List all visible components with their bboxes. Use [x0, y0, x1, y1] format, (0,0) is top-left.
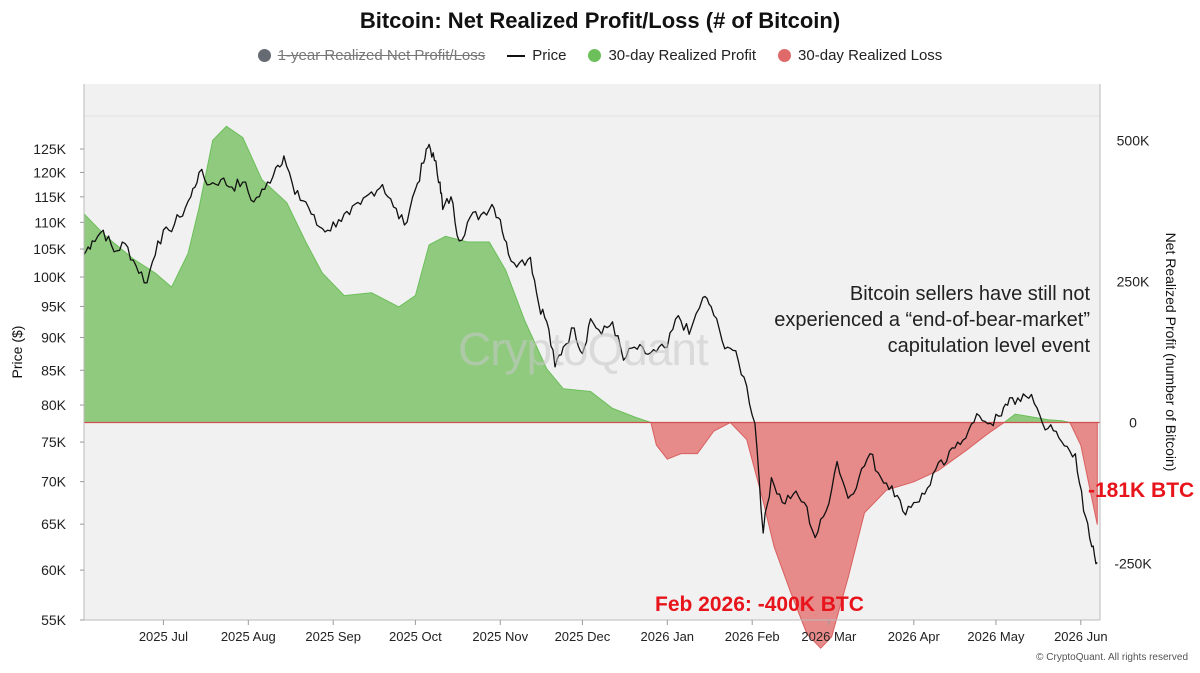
legend-label: 30-day Realized Loss [798, 47, 943, 64]
annotation-text: Bitcoin sellers have still not experienc… [774, 283, 1090, 357]
legend-label: 30-day Realized Profit [608, 47, 757, 64]
legend-swatch-dot [257, 49, 271, 62]
y-tick-label: 95K [41, 298, 67, 314]
legend-item-1-year-realized-net-profit-loss[interactable]: 1-year Realized Net Profit/Loss [257, 47, 486, 64]
x-tick-label: 2026 May [967, 629, 1025, 644]
y-tick-label: 65K [41, 516, 67, 532]
x-tick-label: 2026 Jan [641, 629, 695, 644]
y2-axis-title: Net Realized Profit (number of Bitcoin) [1163, 233, 1179, 472]
y-tick-label: 115K [34, 189, 66, 205]
x-tick-label: 2025 Oct [389, 629, 442, 644]
x-tick-label: 2026 Jun [1054, 629, 1108, 644]
price-layer [83, 143, 1098, 565]
y-tick-label: 60K [41, 562, 67, 578]
y-tick-label: 105K [33, 241, 66, 257]
y-axis-title: Price ($) [9, 326, 25, 379]
legend-swatch-line [507, 54, 526, 57]
y2-tick-label: -250K [1114, 556, 1152, 572]
callout-feb-low: Feb 2026: -400K BTC [655, 593, 864, 616]
legend-label: 1-year Realized Net Profit/Loss [277, 47, 486, 64]
y-tick-label: 90K [41, 329, 67, 345]
copyright: © CryptoQuant. All rights reserved [1036, 652, 1188, 663]
x-tick-label: 2025 Sep [305, 629, 361, 644]
x-tick-label: 2026 Apr [888, 629, 941, 644]
y-tick-label: 80K [41, 397, 67, 413]
legend-label: Price [532, 47, 567, 64]
y-tick-label: 125K [33, 141, 66, 157]
y-tick-label: 120K [33, 164, 66, 180]
y-tick-label: 70K [41, 474, 67, 490]
watermark: CryptoQuant [458, 323, 709, 375]
chart-title: Bitcoin: Net Realized Profit/Loss (# of … [359, 8, 841, 33]
loss-area [650, 421, 1098, 649]
x-tick-label: 2025 Dec [555, 629, 611, 644]
y-tick-label: 85K [41, 362, 67, 378]
y-tick-label: 55K [41, 612, 67, 628]
area-layer [83, 125, 1100, 649]
y2-tick-label: 500K [1117, 132, 1150, 148]
x-tick-label: 2026 Mar [801, 629, 857, 644]
legend-swatch-dot [588, 49, 602, 62]
y2-tick-label: 0 [1129, 415, 1137, 431]
y-tick-label: 75K [41, 434, 67, 450]
x-tick-label: 2025 Nov [472, 629, 528, 644]
legend-item-30-day-realized-loss[interactable]: 30-day Realized Loss [778, 47, 942, 64]
y-tick-label: 100K [33, 269, 66, 285]
legend: 1-year Realized Net Profit/Loss Price 30… [0, 47, 1200, 64]
legend-swatch-dot [778, 49, 792, 62]
axes-layer: 55K 60K 65K 70K 75K 80K 85K 90K 95K 100K 105K 110K 1… [33, 132, 1152, 644]
y2-tick-label: 250K [1117, 273, 1150, 289]
legend-item-30-day-realized-profit[interactable]: 30-day Realized Profit [588, 47, 756, 64]
x-tick-label: 2025 Aug [221, 629, 276, 644]
price-line [83, 143, 1098, 565]
legend-item-price[interactable]: Price [507, 47, 566, 64]
x-tick-label: 2025 Jul [139, 629, 188, 644]
x-tick-label: 2026 Feb [725, 629, 780, 644]
y-tick-label: 110K [34, 214, 66, 230]
callout-latest: -181K BTC [1088, 479, 1195, 502]
